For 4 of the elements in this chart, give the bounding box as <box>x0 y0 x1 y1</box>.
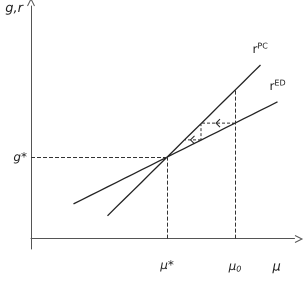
x-axis-title: μ <box>272 260 281 275</box>
y-axis-title: g,r <box>5 1 25 16</box>
x-tick-label: μ* <box>159 258 174 272</box>
ref-line-label: g* <box>13 150 27 164</box>
